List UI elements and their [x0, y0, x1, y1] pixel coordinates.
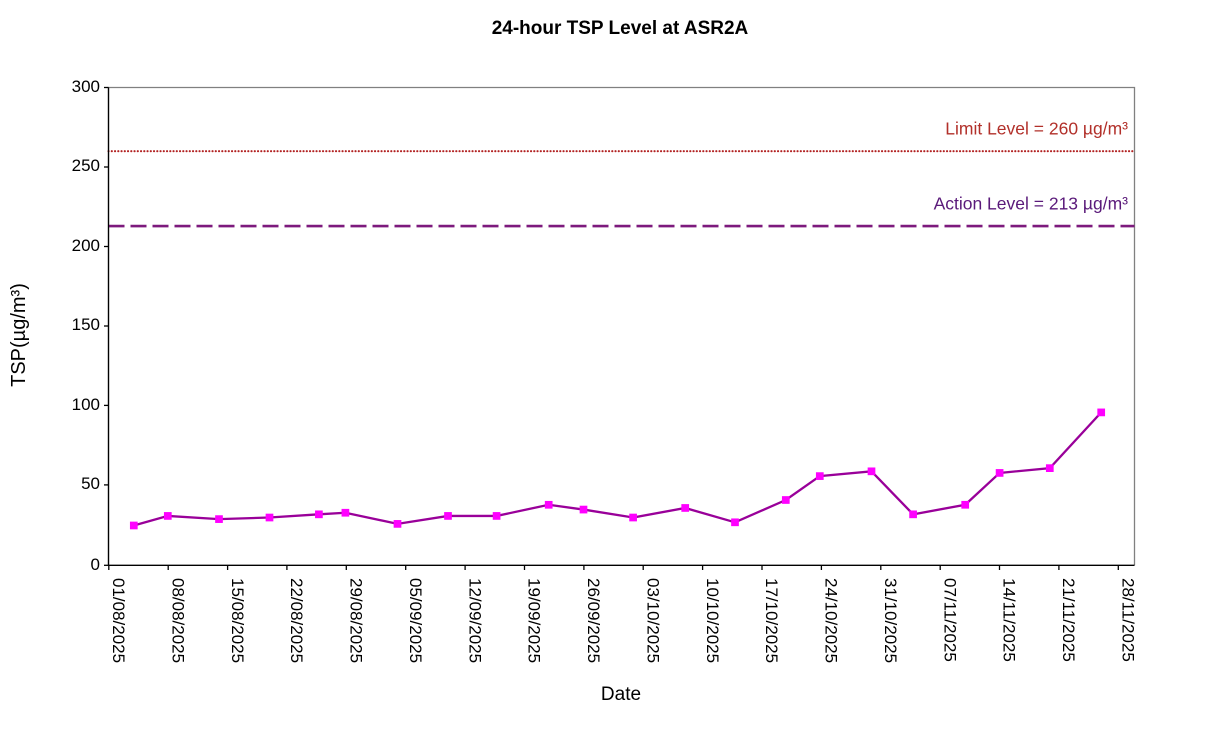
svg-text:50: 50 [81, 474, 100, 493]
svg-text:19/09/2025: 19/09/2025 [525, 578, 544, 663]
svg-text:300: 300 [72, 77, 100, 96]
svg-text:Date: Date [601, 684, 641, 705]
svg-text:21/11/2025: 21/11/2025 [1059, 578, 1078, 662]
svg-text:15/08/2025: 15/08/2025 [228, 578, 247, 663]
svg-text:10/10/2025: 10/10/2025 [703, 578, 722, 663]
svg-text:07/11/2025: 07/11/2025 [940, 578, 959, 662]
svg-text:24-hour TSP Level at ASR2A: 24-hour TSP Level at ASR2A [492, 18, 749, 39]
svg-text:17/10/2025: 17/10/2025 [762, 578, 781, 663]
svg-text:26/09/2025: 26/09/2025 [584, 578, 603, 663]
svg-text:31/10/2025: 31/10/2025 [881, 578, 900, 663]
svg-text:29/08/2025: 29/08/2025 [347, 578, 366, 663]
svg-text:Action Level = 213 µg/m³: Action Level = 213 µg/m³ [934, 194, 1129, 214]
svg-text:TSP(µg/m³): TSP(µg/m³) [8, 283, 30, 387]
svg-text:05/09/2025: 05/09/2025 [406, 578, 425, 663]
svg-text:28/11/2025: 28/11/2025 [1119, 578, 1138, 662]
svg-text:03/10/2025: 03/10/2025 [643, 578, 662, 663]
svg-text:Limit Level = 260 µg/m³: Limit Level = 260 µg/m³ [945, 119, 1128, 139]
svg-text:0: 0 [91, 555, 100, 574]
svg-text:100: 100 [72, 395, 100, 414]
svg-text:14/11/2025: 14/11/2025 [1000, 578, 1019, 662]
svg-text:150: 150 [72, 315, 100, 334]
svg-text:22/08/2025: 22/08/2025 [287, 578, 306, 663]
svg-text:24/10/2025: 24/10/2025 [822, 578, 841, 663]
svg-text:250: 250 [72, 156, 100, 175]
svg-text:200: 200 [72, 236, 100, 255]
svg-text:01/08/2025: 01/08/2025 [109, 578, 128, 663]
svg-text:12/09/2025: 12/09/2025 [465, 578, 484, 663]
svg-text:08/08/2025: 08/08/2025 [168, 578, 187, 663]
